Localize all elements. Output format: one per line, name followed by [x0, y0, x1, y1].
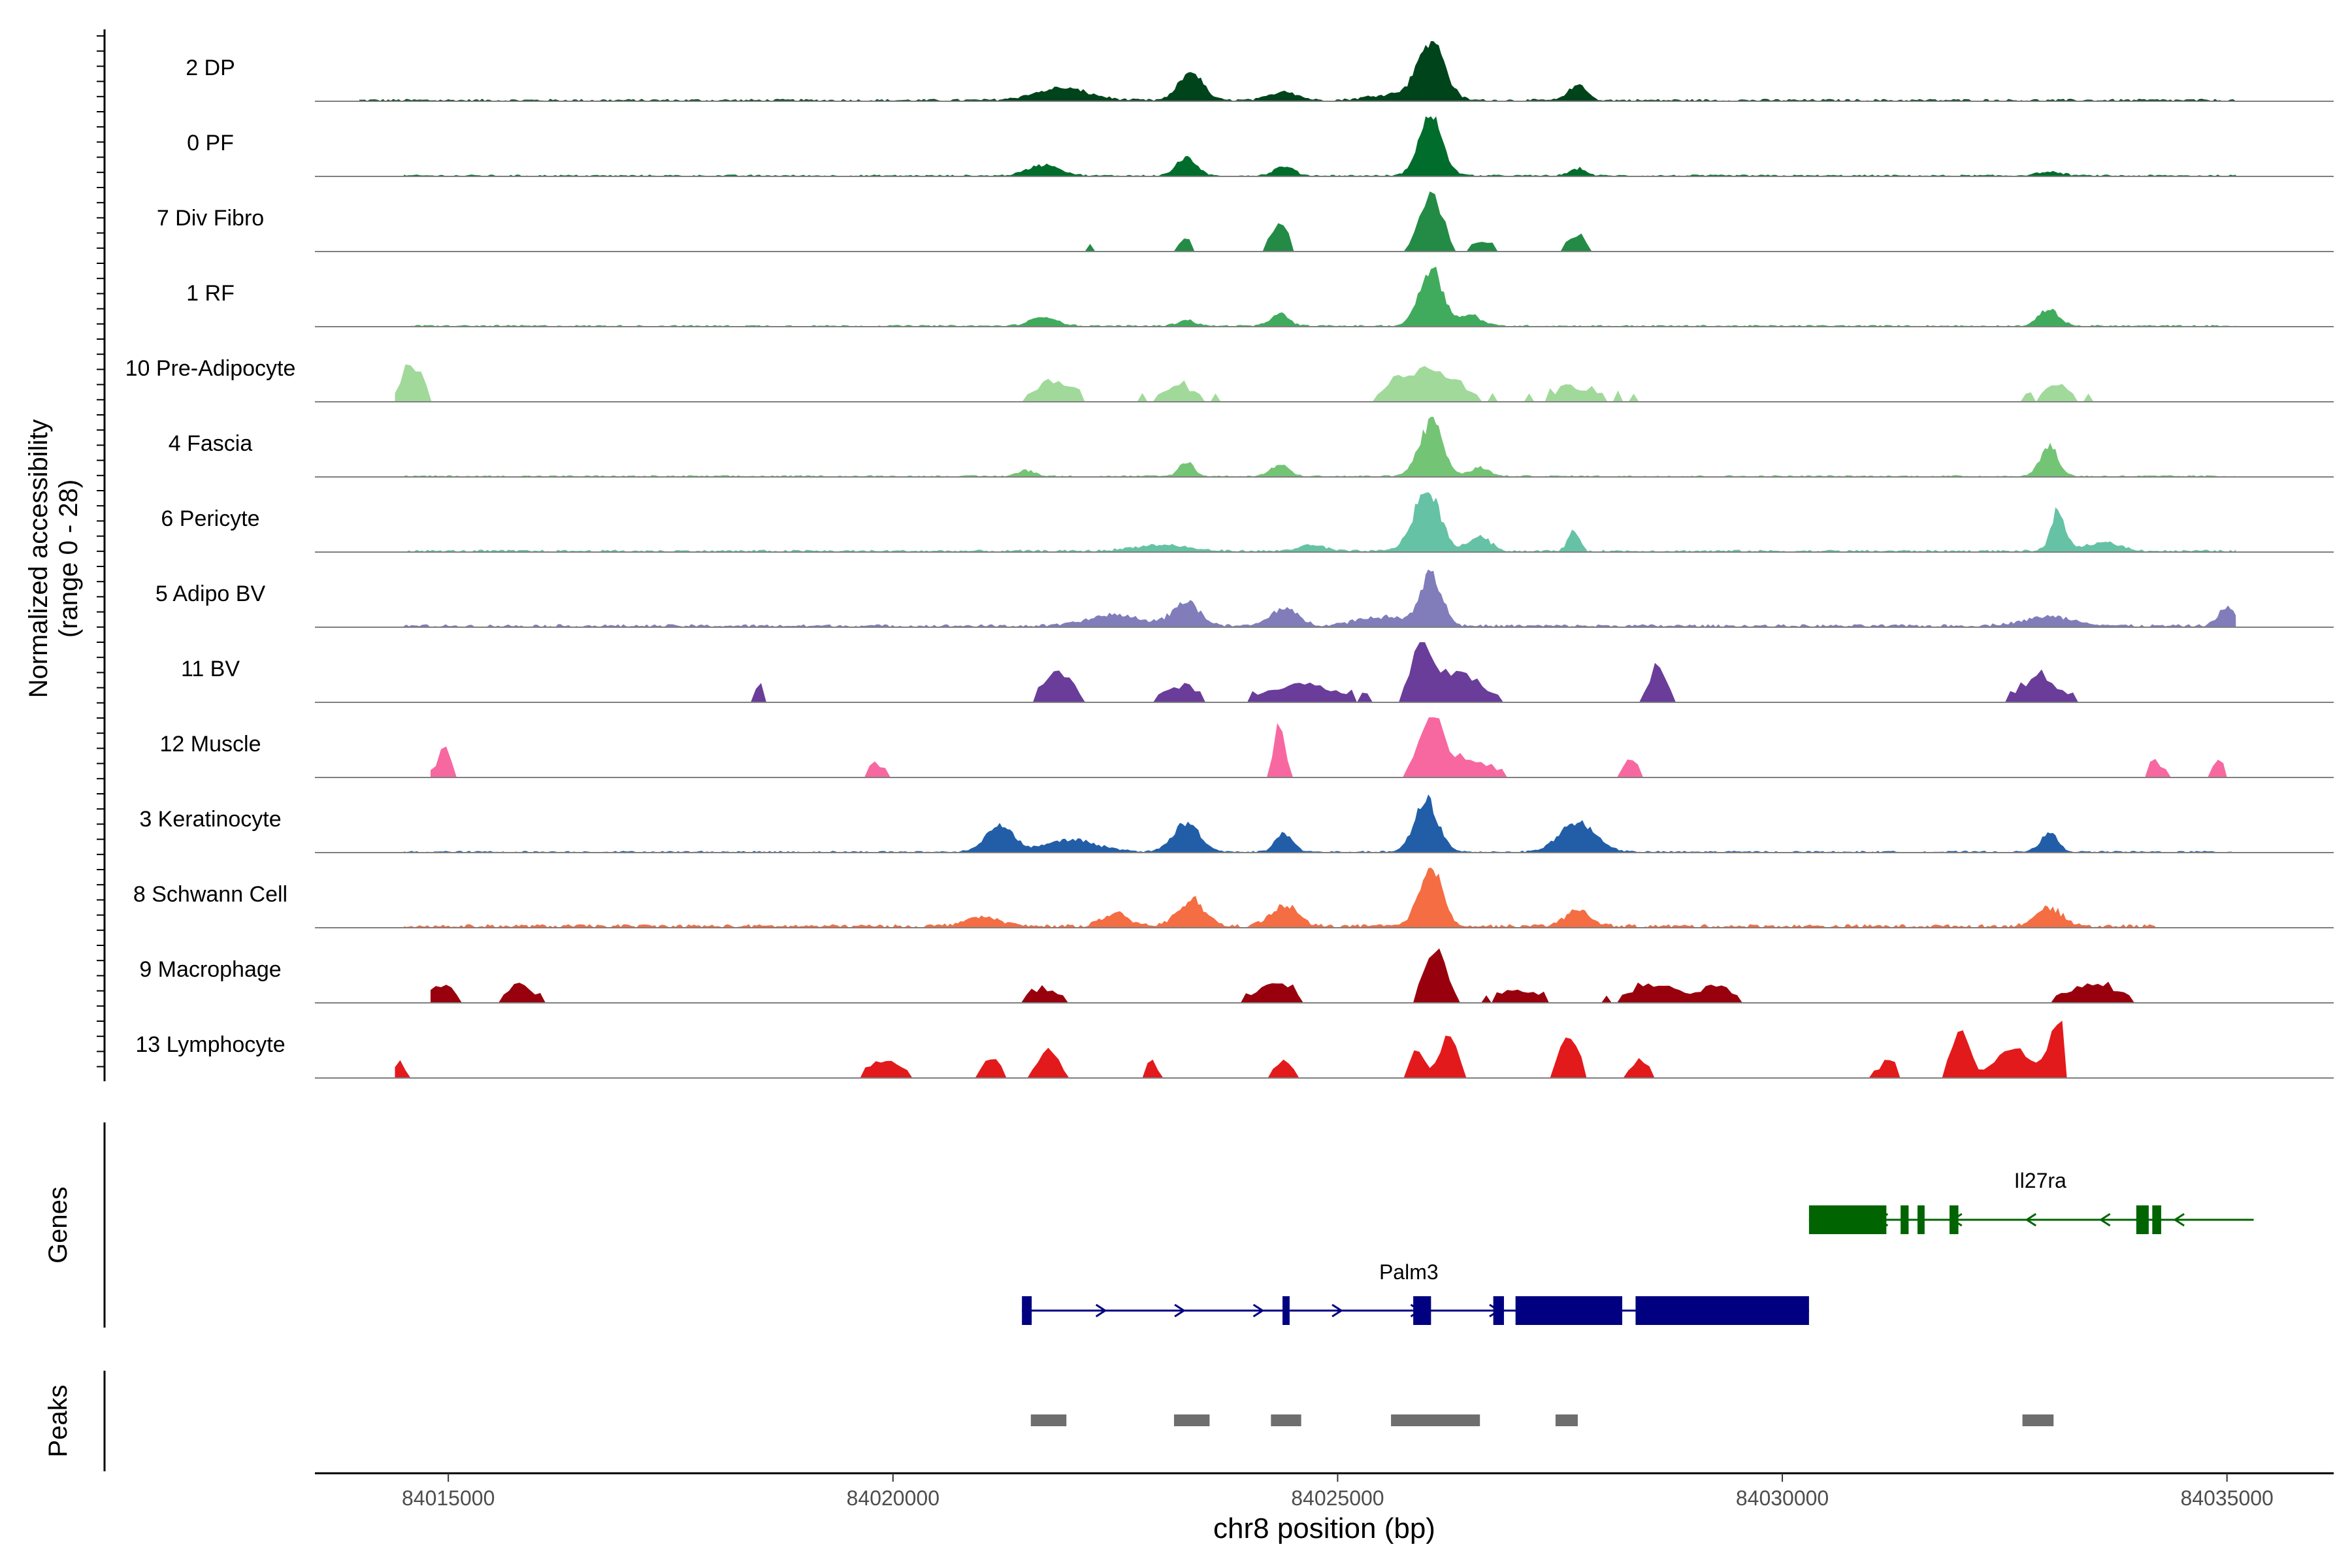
track-14: 13 Lymphocyte [135, 1021, 2334, 1079]
track-3: 7 Div Fibro [157, 191, 2334, 252]
accessibility-axis [97, 29, 106, 1081]
exon [2136, 1205, 2149, 1234]
track-label: 10 Pre-Adipocyte [125, 356, 296, 381]
coverage-area [395, 364, 2138, 402]
exon [1949, 1205, 1959, 1234]
track-label: 13 Lymphocyte [135, 1032, 285, 1057]
track-10: 12 Muscle [160, 717, 2334, 778]
coverage-area [404, 492, 2236, 552]
peak-region [1391, 1414, 1480, 1426]
track-label: 6 Pericyte [161, 506, 259, 531]
x-tick-label: 84030000 [1736, 1486, 1829, 1510]
track-label: 9 Macrophage [139, 957, 281, 982]
strand-arrow [1174, 1303, 1186, 1318]
peak-track [1030, 1414, 2054, 1426]
track-label: 2 DP [186, 56, 235, 80]
exon [2152, 1205, 2161, 1234]
peak-region [1030, 1414, 1067, 1426]
peak-region [2022, 1414, 2054, 1426]
x-axis-label: chr8 position (bp) [1213, 1512, 1435, 1544]
track-13: 9 Macrophage [139, 948, 2334, 1004]
coverage-area [404, 868, 2156, 928]
track-11: 3 Keratinocyte [139, 794, 2334, 853]
x-tick-label: 84025000 [1291, 1486, 1384, 1510]
x-axis-ticks: 84015000 84020000 84025000 84030000 84035000 [402, 1473, 2274, 1510]
x-tick-label: 84035000 [2180, 1486, 2273, 1510]
track-2: 0 PF [187, 116, 2334, 177]
genes-axis-label: Genes [44, 1186, 73, 1264]
y-axis-label-line2: (range 0 - 28) [54, 480, 83, 638]
track-label: 5 Adipo BV [155, 581, 266, 606]
track-1: 2 DP [186, 41, 2334, 102]
gene-track: Palm3 Il27ra [1022, 1169, 2254, 1325]
exon [1635, 1296, 1809, 1325]
coverage-area [751, 642, 2183, 702]
exon [1022, 1296, 1032, 1325]
track-5: 10 Pre-Adipocyte [125, 356, 2334, 402]
exon [1493, 1296, 1504, 1325]
coverage-area [404, 417, 2236, 477]
coverage-area [395, 1021, 2067, 1078]
peak-region [1271, 1414, 1301, 1426]
x-tick-label: 84020000 [847, 1486, 939, 1510]
strand-arrow [1095, 1303, 1107, 1318]
track-8: 5 Adipo BV [155, 569, 2334, 628]
coverage-area [404, 794, 2236, 853]
exon [1917, 1205, 1925, 1234]
exon [1515, 1296, 1623, 1325]
track-12: 8 Schwann Cell [133, 868, 2334, 928]
track-7: 6 Pericyte [161, 492, 2334, 553]
track-6: 4 Fascia [169, 417, 2334, 478]
coverage-area [359, 41, 2236, 101]
track-label: 3 Keratinocyte [139, 807, 281, 832]
strand-arrow [2173, 1213, 2185, 1227]
coverage-area [395, 191, 2165, 252]
coverage-area [404, 569, 2236, 627]
track-4: 1 RF [186, 267, 2334, 327]
exon [1901, 1205, 1909, 1234]
coverage-tracks: 2 DP 0 PF 7 Div Fibro 1 RF 10 Pre-Adipocyte 4… [125, 41, 2334, 1079]
peak-region [1555, 1414, 1578, 1426]
strand-arrow [1252, 1303, 1265, 1318]
exon [1808, 1205, 1887, 1234]
coverage-area [404, 267, 2236, 327]
track-label: 12 Muscle [160, 732, 261, 757]
strand-arrow [2025, 1213, 2036, 1227]
strand-arrow [2099, 1213, 2111, 1227]
peaks-axis-label: Peaks [44, 1384, 73, 1457]
x-tick-label: 84015000 [402, 1486, 495, 1510]
coverage-area [404, 116, 2236, 176]
gene-palm3: Palm3 [1022, 1260, 1809, 1325]
exon [1413, 1296, 1431, 1325]
gene-label: Palm3 [1379, 1260, 1439, 1284]
track-label: 7 Div Fibro [157, 206, 264, 231]
track-9: 11 BV [181, 642, 2334, 703]
gene-il27ra: Il27ra [1808, 1169, 2254, 1234]
track-label: 8 Schwann Cell [133, 882, 287, 907]
coverage-area [431, 717, 2227, 777]
strand-arrow [1331, 1303, 1343, 1318]
gene-label: Il27ra [2014, 1169, 2066, 1192]
peak-region [1173, 1414, 1210, 1426]
track-label: 0 PF [187, 131, 234, 155]
y-axis-label-line1: Normalized accessibility [24, 419, 53, 698]
track-label: 11 BV [181, 657, 240, 681]
track-label: 1 RF [186, 281, 235, 306]
exon [1282, 1296, 1290, 1325]
track-label: 4 Fascia [169, 431, 253, 456]
coverage-area [431, 948, 2245, 1003]
